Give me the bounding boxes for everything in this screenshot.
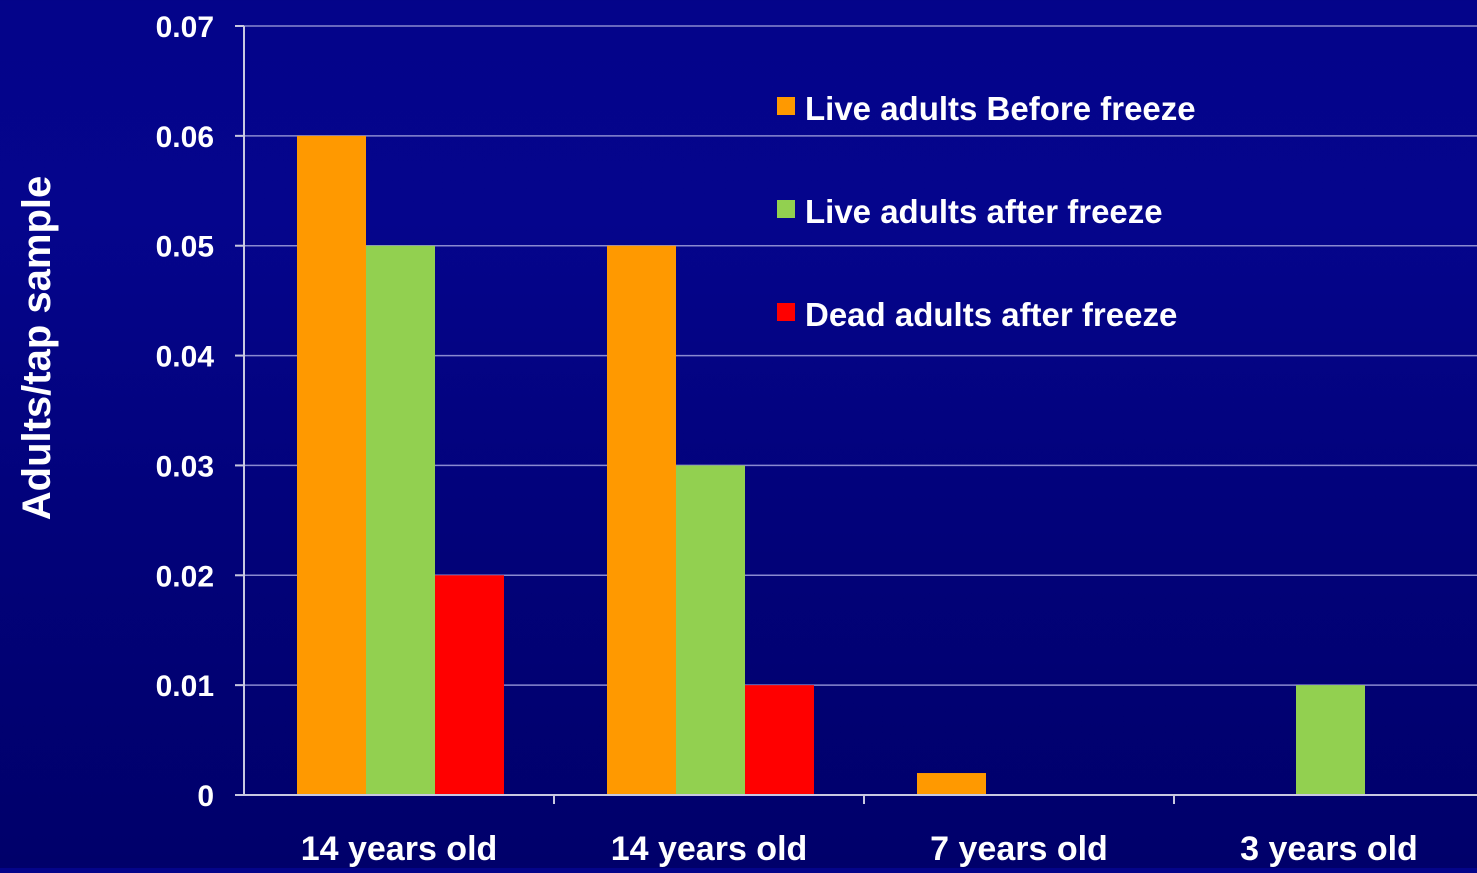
y-tick-label: 0.02 <box>156 560 214 593</box>
legend-swatch <box>777 200 795 218</box>
bar-live-adults-before-freeze-3 <box>917 773 986 795</box>
bars <box>297 135 1365 795</box>
y-tick-label: 0.06 <box>156 121 214 154</box>
y-tick-label: 0.05 <box>156 231 214 264</box>
labels: 0 0.01 0.02 0.03 0.04 0.05 0.06 0.07 14 years ol… <box>156 11 1418 868</box>
bar-live-adults-after-freeze-2 <box>676 465 745 795</box>
bar-live-adults-after-freeze-4 <box>1296 685 1365 795</box>
y-tick-label: 0 <box>197 780 214 813</box>
axes <box>235 25 1477 804</box>
x-category-label: 7 years old <box>930 830 1108 868</box>
legend-label: Dead adults after freeze <box>805 296 1177 333</box>
y-tick-label: 0.07 <box>156 11 214 44</box>
bar-dead-adults-after-freeze-1 <box>435 575 504 795</box>
bar-live-adults-after-freeze-1 <box>366 245 435 795</box>
y-axis-title: Adults/tap sample <box>15 176 59 521</box>
x-category-label: 14 years old <box>301 830 498 868</box>
legend: Live adults Before freeze Live adults aft… <box>777 90 1196 333</box>
legend-label: Live adults Before freeze <box>805 90 1196 127</box>
legend-swatch <box>777 303 795 321</box>
y-tick-label: 0.01 <box>156 670 214 703</box>
bar-live-adults-before-freeze-1 <box>297 135 366 795</box>
bar-dead-adults-after-freeze-2 <box>745 685 814 795</box>
bar-live-adults-before-freeze-2 <box>607 245 676 795</box>
x-category-label: 14 years old <box>611 830 808 868</box>
legend-swatch <box>777 97 795 115</box>
x-category-label: 3 years old <box>1240 830 1418 868</box>
y-tick-label: 0.03 <box>156 450 214 483</box>
y-tick-label: 0.04 <box>156 341 215 374</box>
legend-label: Live adults after freeze <box>805 193 1163 230</box>
